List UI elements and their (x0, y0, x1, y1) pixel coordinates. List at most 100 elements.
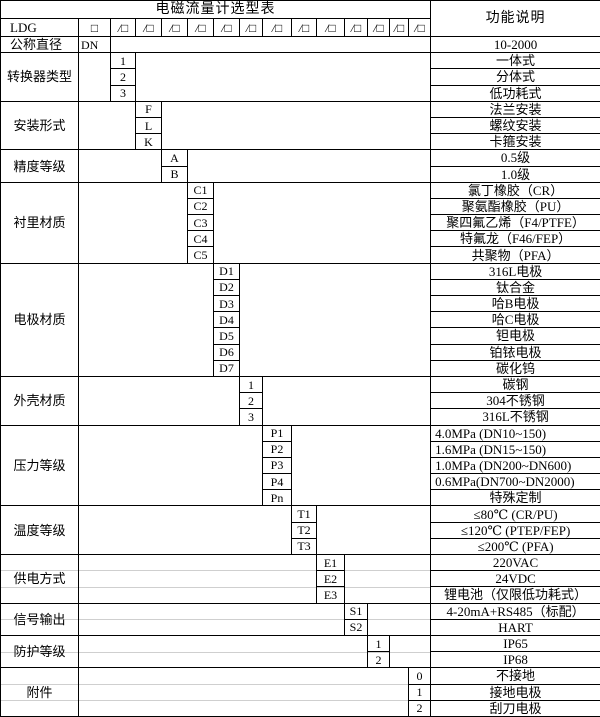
gap-cell (78, 424, 263, 507)
group-label-power-supply: 供电方式 (0, 554, 79, 604)
function-cell: 不接地 (430, 667, 600, 685)
code-cell: P2 (262, 440, 292, 458)
model-box-slot: /□ (213, 18, 240, 37)
group-label-signal-output: 信号输出 (0, 602, 79, 636)
function-cell: 0.5级 (430, 149, 600, 167)
group-label-accessories: 附件 (0, 667, 79, 717)
group-label-temperature: 温度等级 (0, 505, 79, 555)
gap-cell (238, 262, 432, 377)
group-label-electrode: 电极材质 (0, 262, 79, 377)
code-cell: F (135, 100, 162, 118)
model-box-slot: /□ (110, 18, 136, 37)
code-cell: 1 (110, 52, 136, 70)
code-cell: S1 (344, 602, 368, 620)
model-box-slot: /□ (262, 18, 292, 37)
function-cell: 碳化钨 (430, 359, 600, 377)
model-box-slot: /□ (187, 18, 214, 37)
function-cell: ≤200℃ (PFA) (430, 537, 600, 556)
model-box-slot: /□ (291, 18, 317, 37)
function-cell: 哈B电极 (430, 294, 600, 313)
function-cell: 4.0MPa (DN10~150) (430, 424, 600, 442)
gap-cell (261, 375, 432, 426)
gap-cell (78, 667, 409, 717)
code-cell: 2 (407, 699, 432, 717)
code-cell: L (135, 116, 162, 135)
code-cell: P1 (262, 424, 292, 442)
code-cell: D4 (213, 311, 240, 329)
model-box-slot: /□ (389, 18, 409, 37)
function-cell: 特氟龙（F46/FEP） (430, 230, 600, 248)
gap-cell (78, 634, 368, 669)
code-cell: 1 (239, 375, 263, 394)
function-cell: 法兰安装 (430, 100, 600, 118)
function-cell: 1.6MPa (DN15~150) (430, 440, 600, 458)
gap-cell (212, 181, 432, 264)
table-title: 电磁流量计选型表 (0, 0, 432, 19)
code-cell: 3 (110, 84, 136, 102)
function-cell: 24VDC (430, 570, 600, 588)
code-cell: C4 (187, 230, 214, 248)
function-cell: 1.0级 (430, 165, 600, 183)
code-cell: D1 (213, 262, 240, 280)
function-cell: 316L不锈钢 (430, 408, 600, 426)
code-cell: E1 (316, 553, 345, 572)
function-cell: ≤80℃ (CR/PU) (430, 505, 600, 523)
code-cell: T2 (291, 521, 317, 539)
group-label-housing: 外壳材质 (0, 375, 79, 426)
code-cell: A (161, 149, 188, 167)
gap-cell (160, 100, 432, 151)
function-cell: 铂铱电极 (430, 343, 600, 361)
code-cell: T3 (291, 537, 317, 556)
function-column-header: 功能说明 (430, 0, 600, 37)
code-cell: 1 (367, 634, 390, 653)
function-cell: IP65 (430, 634, 600, 653)
model-box-slot: /□ (367, 18, 390, 37)
code-cell: 2 (239, 392, 263, 410)
group-label-diameter: 公称直径 (0, 35, 79, 54)
model-box-slot: /□ (239, 18, 263, 37)
group-label-pressure: 压力等级 (0, 424, 79, 507)
gap-cell (78, 602, 345, 636)
function-cell: 刮刀电极 (430, 699, 600, 717)
code-cell: 2 (367, 651, 390, 669)
gap-cell (78, 375, 240, 426)
model-box-slot: /□ (316, 18, 345, 37)
code-cell: P3 (262, 456, 292, 475)
function-cell: 钛合金 (430, 278, 600, 297)
function-cell: ≤120℃ (PTEP/FEP) (430, 521, 600, 539)
code-cell: T1 (291, 505, 317, 523)
function-cell: 接地电极 (430, 683, 600, 701)
group-label-accuracy: 精度等级 (0, 149, 79, 183)
function-cell: 碳钢 (430, 375, 600, 394)
gap-cell (78, 262, 214, 377)
code-cell: S2 (344, 618, 368, 636)
function-cell: 4-20mA+RS485（标配） (430, 602, 600, 620)
group-label-converter: 转换器类型 (0, 52, 79, 102)
code-cell: D3 (213, 294, 240, 313)
model-box-slot: /□ (161, 18, 188, 37)
gap-cell (290, 424, 432, 507)
gap-cell (78, 181, 188, 264)
code-cell: E2 (316, 570, 345, 588)
function-cell: 低功耗式 (430, 84, 600, 102)
gap-cell (366, 602, 432, 636)
group-label-installation: 安装形式 (0, 100, 79, 151)
function-cell: 316L电极 (430, 262, 600, 280)
code-cell: D6 (213, 343, 240, 361)
function-cell: 哈C电极 (430, 311, 600, 329)
code-cell: B (161, 165, 188, 183)
code-cell: Pn (262, 489, 292, 507)
gap-cell (315, 505, 432, 555)
function-cell: 0.6MPa(DN700~DN2000) (430, 473, 600, 491)
code-cell: C1 (187, 181, 214, 199)
function-cell: 分体式 (430, 68, 600, 86)
function-cell: 锂电池（仅限低功耗式） (430, 586, 600, 604)
code-cell: 2 (110, 68, 136, 86)
gap-cell (78, 100, 136, 151)
function-cell: 钽电极 (430, 327, 600, 345)
function-cell: 220VAC (430, 553, 600, 572)
model-box-slot: /□ (344, 18, 368, 37)
gap-cell (186, 149, 432, 183)
code-cell: DN (78, 35, 111, 54)
